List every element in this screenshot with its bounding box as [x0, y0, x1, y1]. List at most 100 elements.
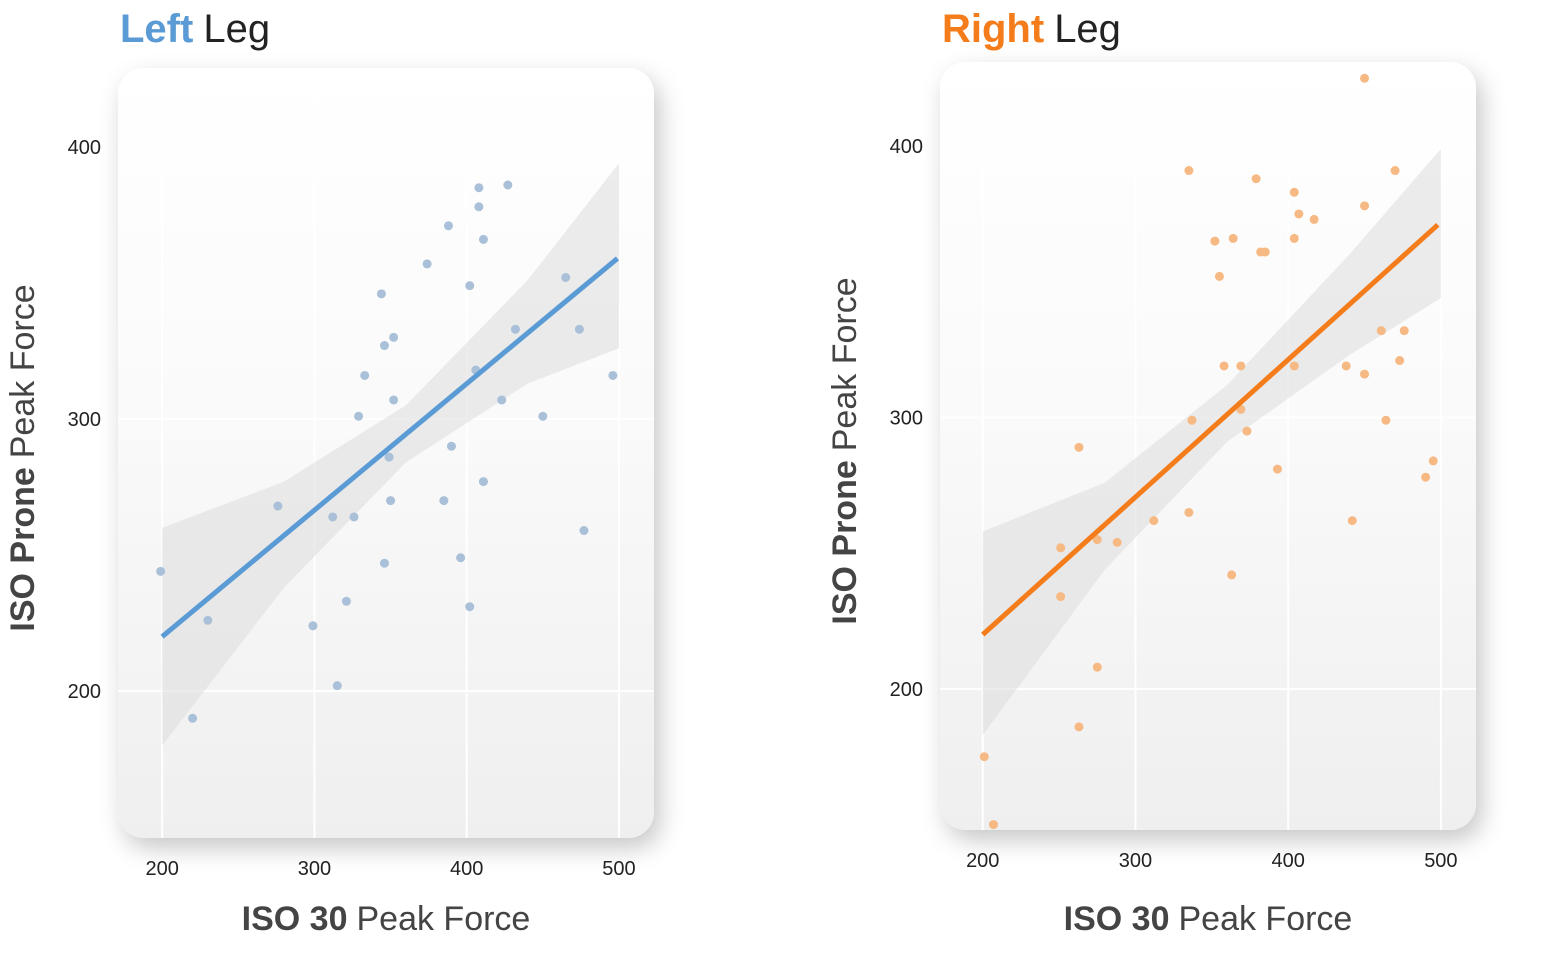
data-point: [1421, 472, 1431, 482]
data-point: [1360, 201, 1370, 211]
data-point: [1376, 326, 1386, 336]
data-point: [1184, 166, 1194, 176]
data-point: [376, 289, 386, 299]
data-point: [474, 183, 484, 193]
data-point: [574, 324, 584, 334]
data-point: [503, 180, 513, 190]
data-point: [1289, 361, 1299, 371]
data-point: [156, 566, 166, 576]
y-label-bold: ISO Prone: [4, 467, 42, 631]
data-point: [389, 395, 399, 405]
data-point: [1294, 209, 1304, 219]
data-point: [1341, 361, 1351, 371]
chart-title: Right Leg: [942, 7, 1121, 51]
data-point: [1360, 73, 1370, 83]
data-point: [1309, 214, 1319, 224]
title-highlight: Right: [942, 7, 1044, 51]
data-point: [1360, 369, 1370, 379]
data-point: [510, 324, 520, 334]
data-point: [1228, 233, 1238, 243]
y-label-rest: Peak Force: [4, 284, 42, 458]
data-point: [1395, 356, 1405, 366]
data-point: [579, 526, 589, 536]
x-tick-label: 300: [1119, 850, 1152, 872]
data-point: [328, 512, 338, 522]
data-point: [360, 370, 370, 380]
data-point: [439, 496, 449, 506]
scatter-panel: 200 300 400 500 200 300 400 Right Leg ISO 30 Peak …: [826, 7, 1476, 938]
data-point: [446, 441, 456, 451]
data-point: [1399, 326, 1409, 336]
x-label-rest: Peak Force: [1178, 900, 1352, 938]
x-axis-label: ISO 30 Peak Force: [242, 900, 531, 938]
data-point: [1074, 722, 1084, 732]
x-tick-label: 400: [450, 858, 483, 880]
y-label-rest: Peak Force: [826, 277, 864, 451]
y-axis-label: ISO Prone Peak Force: [4, 284, 42, 631]
confidence-band: [982, 148, 1441, 736]
data-point: [422, 259, 432, 269]
data-point: [1214, 271, 1224, 281]
data-point: [478, 477, 488, 487]
chart-title: Left Leg: [120, 7, 270, 51]
data-point: [1112, 537, 1122, 547]
data-point: [1381, 415, 1391, 425]
data-point: [465, 602, 475, 612]
data-point: [1272, 464, 1282, 474]
y-label-bold: ISO Prone: [826, 460, 864, 624]
data-point: [332, 681, 342, 691]
data-point: [465, 281, 475, 291]
data-point: [1219, 361, 1229, 371]
data-point: [1390, 166, 1400, 176]
y-tick-label: 300: [890, 408, 923, 430]
x-tick-label: 500: [602, 858, 635, 880]
data-point: [1092, 535, 1102, 545]
data-point: [497, 395, 507, 405]
data-point: [1289, 233, 1299, 243]
data-point: [273, 501, 283, 511]
data-point: [478, 234, 488, 244]
data-point: [1184, 507, 1194, 517]
x-label-bold: ISO 30: [242, 900, 348, 938]
data-point: [379, 341, 389, 351]
y-tick-label: 200: [890, 679, 923, 701]
x-label-rest: Peak Force: [356, 900, 530, 938]
data-point: [1092, 662, 1102, 672]
data-point: [1236, 361, 1246, 371]
data-point: [1260, 247, 1270, 257]
fit-line: [981, 222, 1440, 637]
x-tick-label: 400: [1271, 850, 1304, 872]
y-tick-label: 400: [890, 136, 923, 158]
title-rest: Leg: [203, 7, 270, 51]
data-point: [538, 411, 548, 421]
x-tick-label: 500: [1424, 850, 1457, 872]
data-point: [443, 221, 453, 231]
data-point: [1056, 543, 1066, 553]
y-tick-label: 400: [68, 137, 101, 159]
y-tick-label: 300: [68, 409, 101, 431]
data-point: [1289, 187, 1299, 197]
data-point: [979, 752, 989, 762]
data-point: [349, 512, 359, 522]
data-point: [474, 202, 484, 212]
title-highlight: Left: [120, 7, 193, 51]
data-point: [988, 820, 998, 830]
title-rest: Leg: [1054, 7, 1121, 51]
data-point: [1428, 456, 1438, 466]
data-point: [203, 615, 213, 625]
data-point: [1227, 570, 1237, 580]
data-point: [561, 273, 571, 283]
data-point: [389, 332, 399, 342]
data-point: [1251, 174, 1261, 184]
x-tick-label: 200: [966, 850, 999, 872]
data-point: [1210, 236, 1220, 246]
data-point: [384, 452, 394, 462]
data-point: [341, 596, 351, 606]
data-point: [1056, 592, 1066, 602]
data-point: [308, 621, 318, 631]
y-tick-label: 200: [68, 681, 101, 703]
x-axis-label: ISO 30 Peak Force: [1064, 900, 1353, 938]
